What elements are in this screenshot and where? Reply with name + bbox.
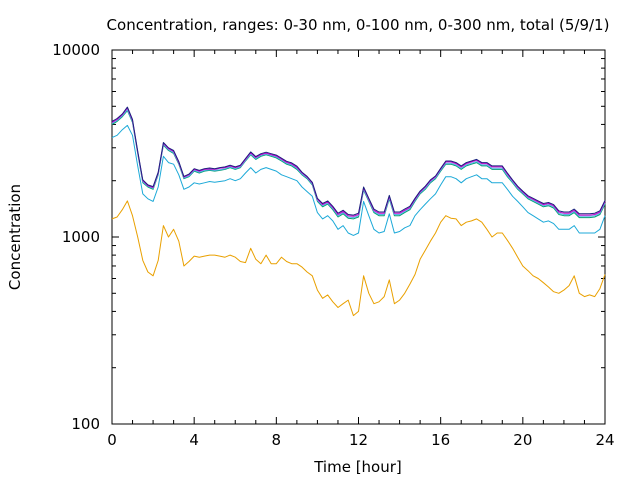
- x-axis-label: Time [hour]: [313, 458, 402, 476]
- y-tick-label: 1000: [62, 228, 100, 246]
- plot-frame: [111, 49, 606, 425]
- x-tick-label: 16: [431, 431, 450, 449]
- series-line-1: [111, 200, 606, 317]
- series-line-2: [111, 124, 606, 236]
- plot-area: [111, 49, 606, 425]
- y-tick-labels: 100 1000 10000: [52, 41, 100, 433]
- x-tick-label: 24: [595, 431, 614, 449]
- x-tick-label: 12: [349, 431, 368, 449]
- x-tick-label: 0: [107, 431, 117, 449]
- x-tick-label: 8: [272, 431, 282, 449]
- series-line-3: [111, 110, 606, 220]
- axis-ticks: [111, 49, 606, 425]
- x-tick-labels: 0 4 8 12 16 20 24: [107, 431, 614, 449]
- y-tick-label: 10000: [52, 41, 100, 59]
- chart-title: Concentration, ranges: 0-30 nm, 0-100 nm…: [107, 16, 610, 34]
- x-tick-label: 4: [189, 431, 199, 449]
- y-axis-label: Concentration: [6, 184, 24, 290]
- series-line-4: [111, 109, 606, 219]
- series-group: [111, 106, 606, 317]
- x-tick-label: 20: [513, 431, 532, 449]
- series-line-6: [111, 106, 606, 216]
- y-tick-label: 100: [71, 415, 100, 433]
